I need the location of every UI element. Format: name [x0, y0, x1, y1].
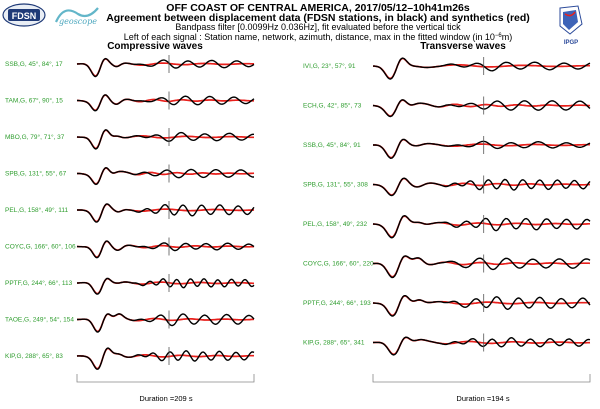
transverse-duration-bracket	[372, 374, 591, 383]
synthetic-trace	[372, 177, 590, 196]
trace-coyc	[76, 237, 255, 259]
trace-ssb	[373, 136, 591, 159]
transverse-waves-title: Transverse waves	[420, 41, 506, 52]
station-label: KIP,G, 288°, 65°, 341	[303, 339, 365, 347]
trace-tam	[77, 91, 255, 112]
observed-trace	[372, 295, 591, 317]
station-label: PPTF,G, 244°, 66°, 193	[303, 299, 371, 307]
trace-taoe	[77, 310, 255, 333]
observed-trace	[372, 215, 591, 239]
trace-kip	[76, 347, 255, 370]
legend-description-prefix: Left of each signal : Station name, netw…	[124, 32, 495, 42]
synthetic-trace	[76, 347, 254, 370]
observed-trace	[76, 57, 255, 78]
compressive-duration-bracket	[76, 374, 255, 383]
trace-coyc	[373, 254, 591, 279]
compressive-duration-label: Duration =209 s	[139, 394, 192, 403]
observed-trace	[76, 240, 255, 259]
synthetic-trace	[372, 295, 591, 317]
legend-description-exponent: −6	[495, 33, 503, 39]
trace-pptf	[77, 274, 255, 295]
trace-pel	[372, 215, 591, 239]
figure-subtitle: Agreement between displacement data (FDS…	[106, 12, 530, 24]
station-label: KIP,G, 288°, 65°, 83	[5, 352, 63, 360]
station-label: MBO,G, 79°, 71°, 37	[5, 133, 65, 141]
legend-description: Left of each signal : Station name, netw…	[124, 32, 513, 42]
synthetic-trace	[373, 57, 590, 80]
station-label: PEL,G, 158°, 49°, 232	[303, 220, 367, 228]
trace-ech	[372, 96, 591, 118]
station-label: TAM,G, 67°, 90°, 15	[5, 97, 63, 105]
trace-spb	[372, 175, 591, 197]
synthetic-trace	[373, 138, 590, 159]
station-label: PEL,G, 158°, 49°, 111	[5, 206, 69, 214]
legend-description-suffix: m)	[502, 32, 513, 42]
synthetic-trace	[372, 215, 590, 238]
station-label: SSB,G, 45°, 84°, 17	[5, 60, 63, 68]
ipgp-logo: IPGP	[559, 5, 583, 46]
figure-title: OFF COAST OF CENTRAL AMERICA, 2017/05/12…	[166, 2, 470, 14]
observed-trace	[77, 94, 255, 112]
compressive-waves-panel: SSB,G, 45°, 84°, 17 TAM,G, 67°, 90°, 15 MB…	[5, 55, 255, 370]
station-label: COYC,G, 166°, 60°, 106	[5, 243, 76, 251]
station-label: PPTF,G, 244°, 66°, 113	[5, 279, 73, 287]
station-label: TAOE,G, 249°, 54°, 154	[5, 316, 74, 324]
trace-spb	[77, 164, 255, 186]
observed-trace	[373, 57, 591, 80]
trace-pptf	[372, 294, 591, 317]
observed-trace	[76, 347, 255, 370]
compressive-waves-title: Compressive waves	[107, 41, 203, 52]
fdsn-logo-text: FDSN	[12, 11, 37, 21]
observed-trace	[372, 99, 591, 118]
ipgp-logo-text: IPGP	[564, 40, 578, 46]
filter-description: Bandpass filter [0.0099Hz 0.036Hz], fit …	[175, 22, 461, 32]
observed-trace	[76, 129, 254, 150]
trace-kip	[372, 333, 591, 356]
trace-ivi	[373, 57, 591, 80]
observed-trace	[373, 138, 591, 159]
observed-trace	[372, 177, 591, 197]
observed-trace	[77, 313, 255, 333]
observed-trace	[373, 255, 591, 279]
geoscope-logo-text: geoscope	[59, 17, 97, 26]
observed-trace	[77, 203, 255, 223]
geoscope-logo: geoscope	[54, 7, 99, 26]
station-label: SPB,G, 131°, 55°, 67	[5, 170, 67, 178]
synthetic-trace	[77, 94, 254, 112]
observed-trace	[372, 336, 591, 356]
trace-ssb	[76, 55, 255, 78]
fdsn-logo: FDSN	[2, 3, 46, 27]
transverse-waves-panel: IVI,G, 23°, 57°, 91 ECH,G, 42°, 85°, 73 SS…	[303, 57, 591, 356]
station-label: SPB,G, 131°, 55°, 308	[303, 181, 368, 189]
station-label: ECH,G, 42°, 85°, 73	[303, 102, 362, 110]
trace-pel	[77, 201, 255, 223]
station-label: SSB,G, 45°, 84°, 91	[303, 141, 361, 149]
station-label: IVI,G, 23°, 57°, 91	[303, 62, 356, 70]
synthetic-trace	[77, 313, 255, 333]
transverse-duration-label: Duration =194 s	[456, 394, 509, 403]
observed-trace	[77, 167, 254, 186]
station-label: COYC,G, 166°, 60°, 220	[303, 260, 374, 268]
observed-trace	[77, 277, 255, 295]
trace-mbo	[76, 128, 254, 150]
